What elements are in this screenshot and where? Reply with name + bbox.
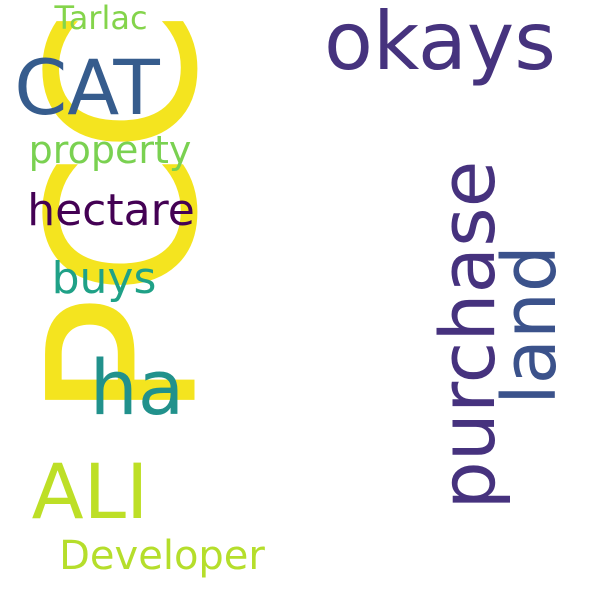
word-ha: ha [89,343,185,432]
word-cat: CAT [14,43,160,132]
word-buys: buys [51,253,157,304]
word-hectare: hectare [27,185,195,236]
word-land: land [487,245,573,405]
word-okays: okays [324,0,556,88]
word-ali: ALI [31,447,149,536]
word-developer: Developer [59,533,265,579]
word-tarlac: Tarlac [54,0,148,37]
word-property: property [28,128,192,172]
